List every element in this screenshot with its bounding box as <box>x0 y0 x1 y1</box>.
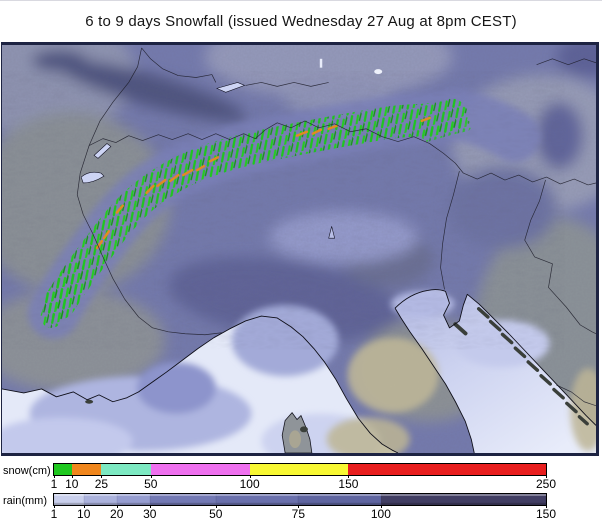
legend-segment <box>249 464 349 475</box>
legend-segment <box>54 494 84 505</box>
legend-segment <box>215 494 299 505</box>
coastline <box>2 289 596 453</box>
legend-tick-label: 75 <box>291 507 306 521</box>
forecast-map <box>1 42 599 456</box>
legend-tick-mark <box>54 475 55 478</box>
legend-tick-mark <box>546 505 547 508</box>
legend-tick-label: 10 <box>65 477 79 491</box>
legend-tick-mark <box>215 505 217 508</box>
rain-ticks: 1 10 20 30 50 75 100 150 <box>50 505 556 522</box>
title-bar: 6 to 9 days Snowfall (issued Wednesday 2… <box>0 1 602 42</box>
legend-segment <box>298 494 381 505</box>
islands-croatian <box>453 307 589 426</box>
lake-garda <box>328 226 336 239</box>
snow-color-bar <box>53 463 547 476</box>
small-lake <box>319 58 323 68</box>
legend-tick-mark <box>149 505 151 508</box>
legend-tick-mark <box>101 475 103 478</box>
legend-tick-mark <box>116 505 118 508</box>
rain-scale-label: rain(mm) <box>3 495 47 507</box>
legend-tick-label: 10 <box>77 507 91 521</box>
lakes <box>80 58 383 239</box>
legend-tick-mark <box>380 505 382 508</box>
legend-tick-mark <box>150 475 152 478</box>
alps-ridge-texture <box>41 94 517 326</box>
legend-tick-label: 50 <box>209 507 223 521</box>
legend-tick-mark <box>298 505 300 508</box>
legend-tick-label: 150 <box>338 477 359 491</box>
island-corsica <box>85 399 313 453</box>
legend-segment <box>348 464 546 475</box>
legend-tick-label: 1 <box>50 477 58 491</box>
legend-tick-label: 50 <box>144 477 158 491</box>
small-lake <box>374 69 383 75</box>
legend-tick-label: 150 <box>535 507 557 521</box>
legend-tick-label: 1 <box>50 507 58 521</box>
legend-tick-label: 25 <box>94 477 109 491</box>
map-canvas <box>2 45 596 453</box>
legend-segment <box>149 494 216 505</box>
lake-geneva <box>80 171 105 184</box>
legend-tick-label: 20 <box>110 507 124 521</box>
legend-segment <box>116 494 150 505</box>
legend: snow(cm) 1 10 25 50 100 150 250 rain(mm) 1 10 20… <box>0 456 602 522</box>
legend-tick-mark <box>54 505 55 508</box>
legend-tick-mark <box>546 475 547 478</box>
legend-segment <box>101 464 151 475</box>
lake-constance <box>215 82 246 93</box>
legend-tick-label: 250 <box>535 477 557 491</box>
legend-tick-label: 30 <box>143 507 157 521</box>
legend-tick-mark <box>83 505 85 508</box>
lake-neuchatel <box>93 143 112 159</box>
legend-tick-mark <box>348 475 350 478</box>
legend-tick-label: 100 <box>370 507 391 521</box>
legend-tick-mark <box>249 475 251 478</box>
snow-scale-label: snow(cm) <box>3 465 51 477</box>
legend-tick-label: 100 <box>239 477 260 491</box>
legend-segment <box>71 464 102 475</box>
page-title: 6 to 9 days Snowfall (issued Wednesday 2… <box>85 13 517 30</box>
legend-tick-mark <box>71 475 73 478</box>
rain-color-bar <box>53 493 547 506</box>
snow-ticks: 1 10 25 50 100 150 250 <box>50 475 556 493</box>
legend-segment <box>54 464 72 475</box>
legend-segment <box>380 494 546 505</box>
country-borders <box>76 47 596 407</box>
legend-segment <box>150 464 250 475</box>
terrain-dry-tan <box>326 337 596 453</box>
legend-segment <box>83 494 117 505</box>
